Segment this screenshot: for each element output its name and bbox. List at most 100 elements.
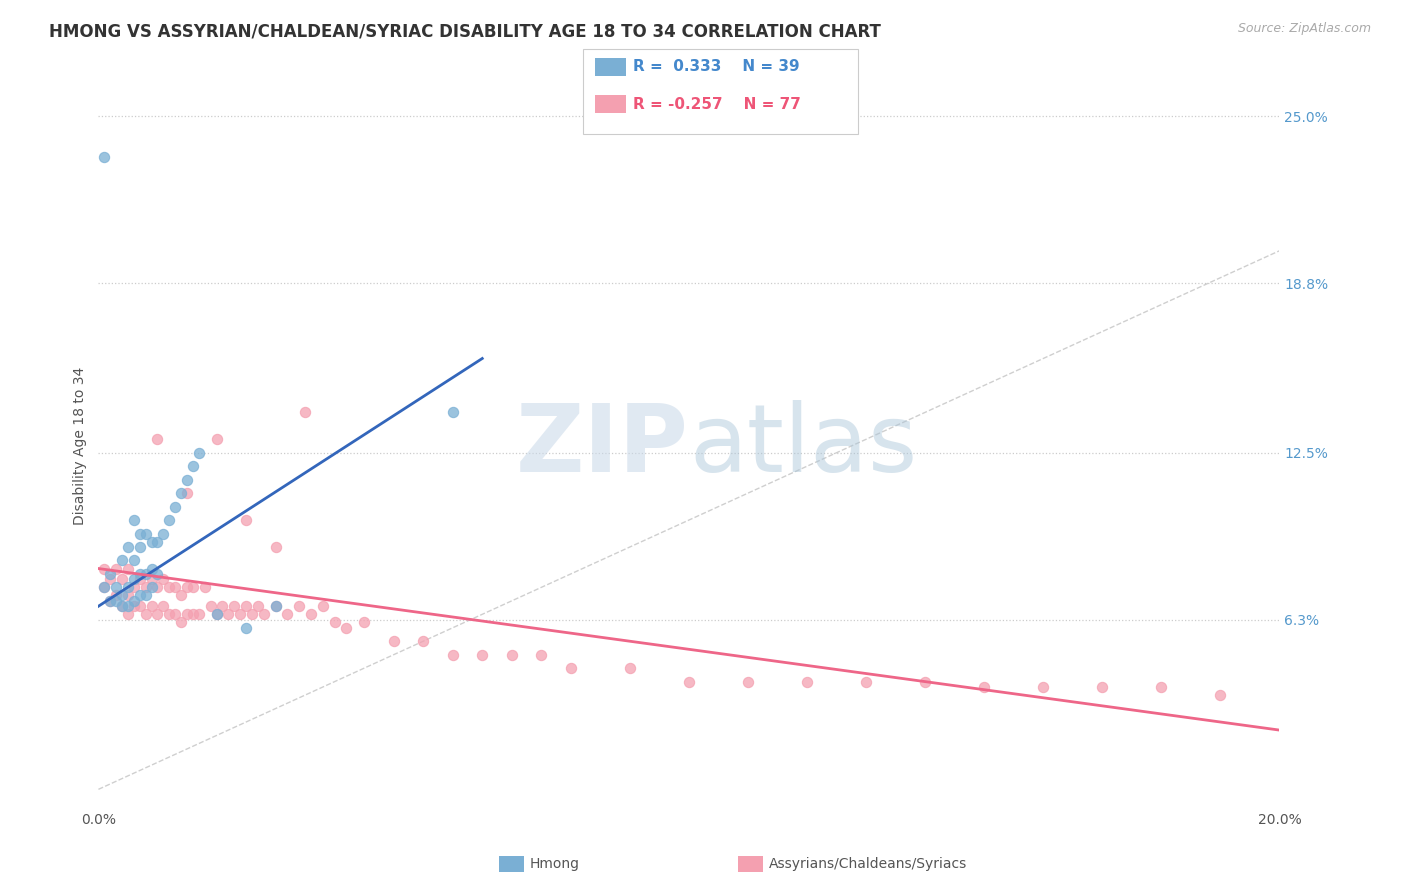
Point [122, 553, 145, 567]
Point [128, 526, 150, 541]
Point [98, 566, 121, 581]
Text: R =  0.333    N = 39: R = 0.333 N = 39 [633, 60, 800, 74]
Point [122, 580, 145, 594]
Point [128, 566, 150, 581]
Point [111, 589, 134, 603]
Point [235, 513, 257, 527]
Point [128, 572, 150, 586]
Point [122, 513, 145, 527]
Point [194, 580, 217, 594]
Point [737, 674, 759, 689]
Point [299, 607, 322, 622]
Point [412, 634, 434, 648]
Point [128, 599, 150, 614]
Point [146, 534, 169, 549]
Point [181, 459, 204, 474]
Point [205, 607, 228, 622]
Point [264, 599, 287, 614]
Point [128, 589, 150, 603]
Point [122, 599, 145, 614]
Point [93, 580, 115, 594]
Point [205, 607, 228, 622]
Point [135, 526, 157, 541]
Point [312, 599, 335, 614]
Point [176, 473, 198, 487]
Point [796, 674, 818, 689]
Point [240, 607, 263, 622]
Point [335, 621, 357, 635]
Point [105, 589, 128, 603]
Text: HMONG VS ASSYRIAN/CHALDEAN/SYRIAC DISABILITY AGE 18 TO 34 CORRELATION CHART: HMONG VS ASSYRIAN/CHALDEAN/SYRIAC DISABI… [49, 22, 882, 40]
Point [253, 607, 276, 622]
Point [152, 572, 174, 586]
Text: atlas: atlas [689, 400, 917, 492]
Point [146, 566, 169, 581]
Point [93, 561, 115, 575]
Text: Hmong: Hmong [530, 857, 581, 871]
Point [181, 580, 204, 594]
Point [205, 432, 228, 446]
Point [141, 599, 163, 614]
Point [152, 526, 174, 541]
Point [105, 580, 128, 594]
Point [264, 540, 287, 554]
Point [855, 674, 877, 689]
Point [117, 540, 139, 554]
Point [146, 580, 169, 594]
Point [105, 561, 128, 575]
Point [141, 534, 163, 549]
Text: Source: ZipAtlas.com: Source: ZipAtlas.com [1237, 22, 1371, 36]
Point [353, 615, 375, 630]
Point [170, 615, 193, 630]
Point [165, 607, 187, 622]
Point [229, 607, 252, 622]
Point [146, 432, 169, 446]
Point [235, 621, 257, 635]
Point [276, 607, 298, 622]
Point [152, 599, 174, 614]
Point [200, 599, 222, 614]
Point [471, 648, 494, 662]
Point [122, 594, 145, 608]
Point [1032, 680, 1054, 694]
Point [117, 561, 139, 575]
Point [224, 599, 246, 614]
Point [973, 680, 995, 694]
Point [560, 661, 582, 675]
Point [141, 561, 163, 575]
Point [141, 580, 163, 594]
Point [288, 599, 311, 614]
Point [1209, 688, 1232, 702]
Point [441, 648, 464, 662]
Point [176, 607, 198, 622]
Point [264, 599, 287, 614]
Point [530, 648, 553, 662]
Text: Assyrians/Chaldeans/Syriacs: Assyrians/Chaldeans/Syriacs [769, 857, 967, 871]
Point [98, 572, 121, 586]
Point [111, 599, 134, 614]
Point [93, 580, 115, 594]
Point [294, 405, 316, 419]
Point [165, 500, 187, 514]
Point [165, 580, 187, 594]
Point [135, 566, 157, 581]
Point [117, 589, 139, 603]
Point [111, 599, 134, 614]
Point [914, 674, 936, 689]
Point [170, 589, 193, 603]
Text: ZIP: ZIP [516, 400, 689, 492]
Point [98, 594, 121, 608]
Point [157, 513, 180, 527]
Point [211, 599, 233, 614]
Point [122, 572, 145, 586]
Point [176, 486, 198, 500]
Point [141, 572, 163, 586]
Y-axis label: Disability Age 18 to 34: Disability Age 18 to 34 [73, 367, 87, 525]
Point [181, 607, 204, 622]
Point [187, 446, 209, 460]
Point [217, 607, 239, 622]
Point [246, 599, 269, 614]
Point [678, 674, 700, 689]
Text: R = -0.257    N = 77: R = -0.257 N = 77 [633, 97, 800, 112]
Point [382, 634, 405, 648]
